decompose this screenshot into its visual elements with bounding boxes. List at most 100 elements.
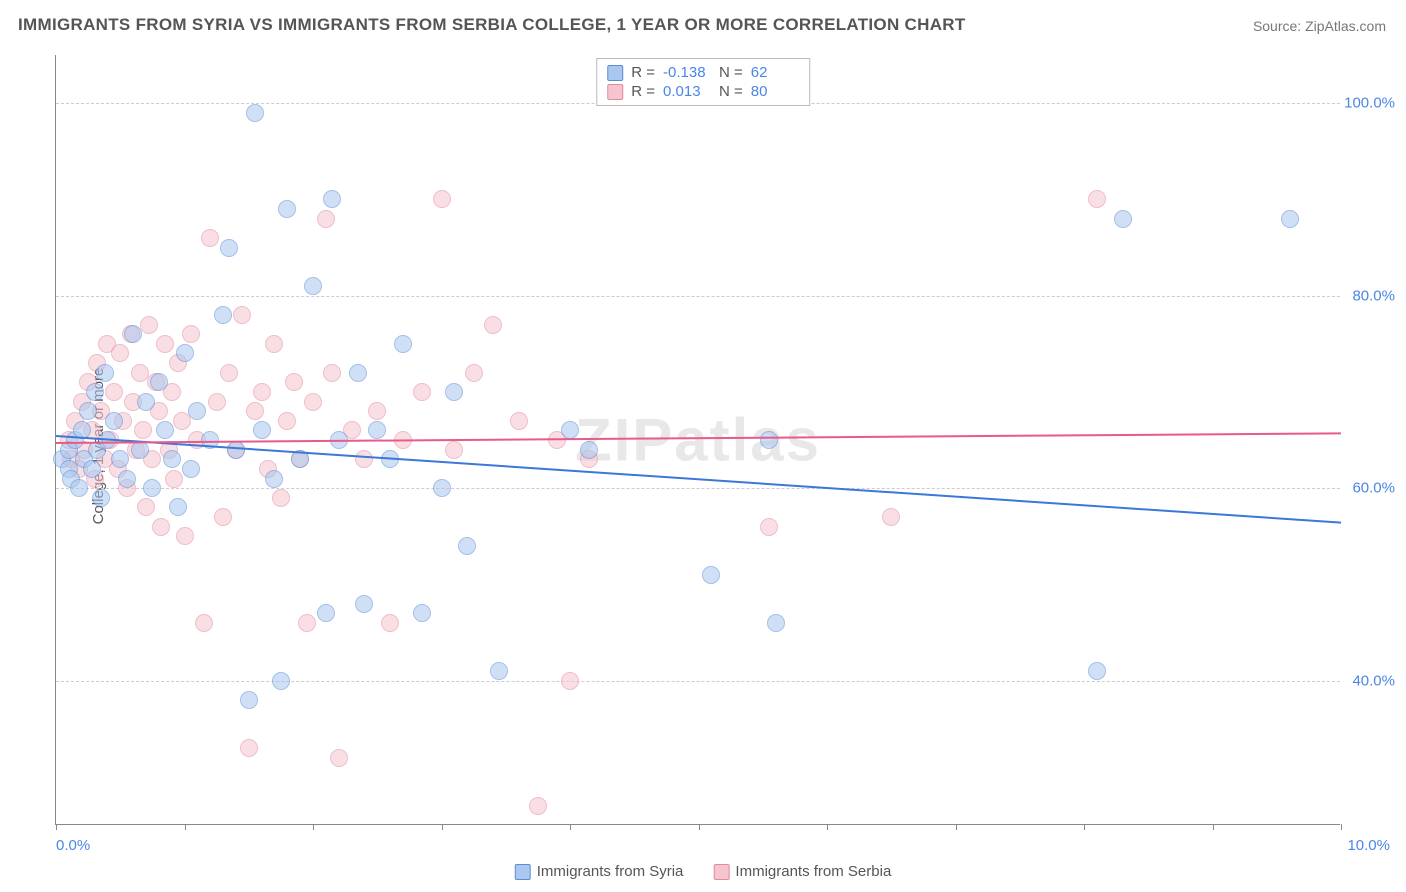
scatter-point-serbia: [368, 402, 386, 420]
x-tick: [1341, 824, 1342, 830]
scatter-point-serbia: [882, 508, 900, 526]
scatter-point-serbia: [561, 672, 579, 690]
scatter-point-syria: [105, 412, 123, 430]
scatter-point-syria: [143, 479, 161, 497]
scatter-point-syria: [368, 421, 386, 439]
scatter-point-serbia: [220, 364, 238, 382]
scatter-point-syria: [433, 479, 451, 497]
scatter-point-serbia: [381, 614, 399, 632]
scatter-point-serbia: [152, 518, 170, 536]
scatter-point-serbia: [529, 797, 547, 815]
scatter-point-syria: [278, 200, 296, 218]
scatter-point-syria: [220, 239, 238, 257]
swatch-syria: [515, 864, 531, 880]
n-value-serbia: 80: [751, 83, 799, 100]
x-tick: [1084, 824, 1085, 830]
scatter-point-syria: [760, 431, 778, 449]
correlation-stats-legend: R = -0.138 N = 62 R = 0.013 N = 80: [596, 58, 810, 106]
scatter-point-serbia: [131, 364, 149, 382]
scatter-point-serbia: [246, 402, 264, 420]
stats-row-serbia: R = 0.013 N = 80: [607, 82, 799, 101]
r-value-serbia: 0.013: [663, 83, 711, 100]
scatter-point-syria: [394, 335, 412, 353]
gridline-h: [56, 681, 1340, 682]
scatter-point-serbia: [134, 421, 152, 439]
y-tick-label: 100.0%: [1344, 95, 1395, 112]
n-value-syria: 62: [751, 64, 799, 81]
n-label: N =: [719, 83, 743, 100]
correlation-chart: IMMIGRANTS FROM SYRIA VS IMMIGRANTS FROM…: [0, 0, 1406, 892]
swatch-syria: [607, 65, 623, 81]
n-label: N =: [719, 64, 743, 81]
scatter-point-serbia: [323, 364, 341, 382]
scatter-point-syria: [111, 450, 129, 468]
scatter-point-syria: [124, 325, 142, 343]
scatter-point-syria: [304, 277, 322, 295]
scatter-point-syria: [317, 604, 335, 622]
source-attribution: Source: ZipAtlas.com: [1253, 18, 1386, 34]
scatter-point-serbia: [253, 383, 271, 401]
plot-area: ZIPatlas 40.0%60.0%80.0%100.0%0.0%10.0%: [55, 55, 1340, 825]
scatter-point-syria: [265, 470, 283, 488]
scatter-point-syria: [490, 662, 508, 680]
legend-label-syria: Immigrants from Syria: [537, 863, 684, 880]
scatter-point-syria: [169, 498, 187, 516]
scatter-point-syria: [702, 566, 720, 584]
scatter-point-syria: [246, 104, 264, 122]
stats-row-syria: R = -0.138 N = 62: [607, 63, 799, 82]
scatter-point-syria: [445, 383, 463, 401]
scatter-point-syria: [214, 306, 232, 324]
scatter-point-serbia: [111, 344, 129, 362]
r-label: R =: [631, 64, 655, 81]
scatter-point-serbia: [433, 190, 451, 208]
scatter-point-serbia: [278, 412, 296, 430]
scatter-point-syria: [156, 421, 174, 439]
scatter-point-serbia: [137, 498, 155, 516]
legend-item-serbia: Immigrants from Serbia: [713, 863, 891, 880]
scatter-point-syria: [182, 460, 200, 478]
scatter-point-serbia: [272, 489, 290, 507]
scatter-point-serbia: [265, 335, 283, 353]
scatter-point-syria: [163, 450, 181, 468]
gridline-h: [56, 488, 1340, 489]
swatch-serbia: [713, 864, 729, 880]
scatter-point-serbia: [208, 393, 226, 411]
scatter-point-syria: [92, 489, 110, 507]
scatter-point-serbia: [484, 316, 502, 334]
r-value-syria: -0.138: [663, 64, 711, 81]
scatter-point-syria: [188, 402, 206, 420]
x-tick: [570, 824, 571, 830]
scatter-point-serbia: [233, 306, 251, 324]
scatter-point-serbia: [214, 508, 232, 526]
x-tick: [1213, 824, 1214, 830]
scatter-point-serbia: [176, 527, 194, 545]
scatter-point-serbia: [105, 383, 123, 401]
x-tick: [185, 824, 186, 830]
x-tick: [699, 824, 700, 830]
scatter-point-serbia: [298, 614, 316, 632]
scatter-point-syria: [253, 421, 271, 439]
scatter-point-serbia: [165, 470, 183, 488]
scatter-point-syria: [240, 691, 258, 709]
scatter-point-serbia: [285, 373, 303, 391]
scatter-point-serbia: [330, 749, 348, 767]
x-tick: [313, 824, 314, 830]
r-label: R =: [631, 83, 655, 100]
scatter-point-serbia: [1088, 190, 1106, 208]
chart-title: IMMIGRANTS FROM SYRIA VS IMMIGRANTS FROM…: [18, 15, 966, 35]
scatter-point-syria: [272, 672, 290, 690]
gridline-h: [56, 296, 1340, 297]
scatter-point-syria: [561, 421, 579, 439]
x-tick: [56, 824, 57, 830]
series-legend: Immigrants from Syria Immigrants from Se…: [515, 863, 892, 880]
scatter-point-syria: [458, 537, 476, 555]
trend-line-serbia: [56, 432, 1341, 444]
scatter-point-syria: [176, 344, 194, 362]
scatter-point-syria: [83, 460, 101, 478]
scatter-point-syria: [79, 402, 97, 420]
scatter-point-syria: [86, 383, 104, 401]
scatter-point-serbia: [304, 393, 322, 411]
x-tick: [827, 824, 828, 830]
x-label-max: 10.0%: [1347, 837, 1390, 854]
scatter-point-syria: [1088, 662, 1106, 680]
